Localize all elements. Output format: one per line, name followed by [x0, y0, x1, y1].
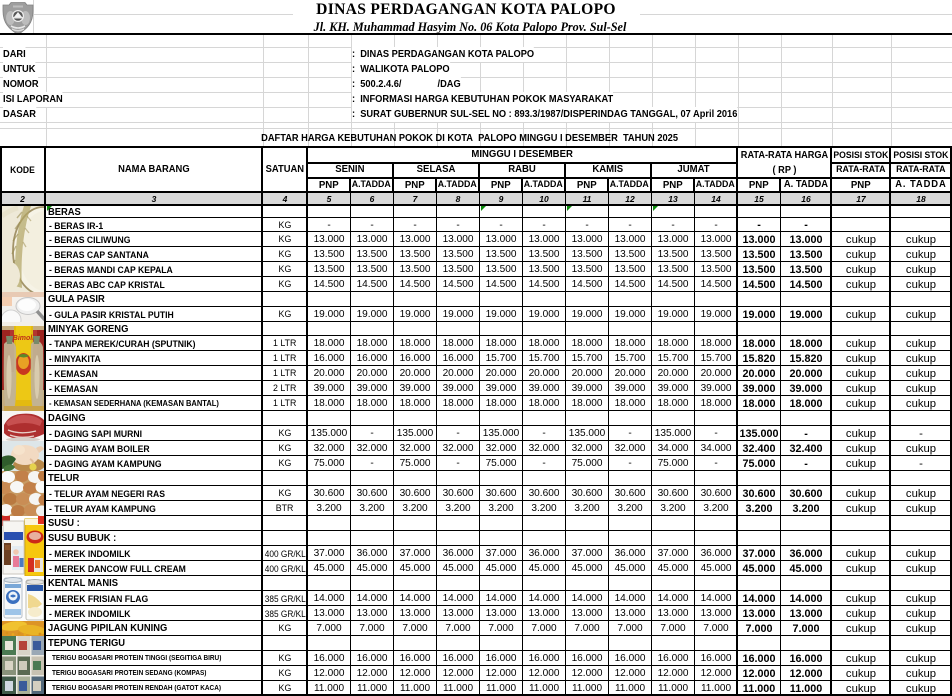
svg-text:Bimoli: Bimoli	[13, 335, 35, 342]
